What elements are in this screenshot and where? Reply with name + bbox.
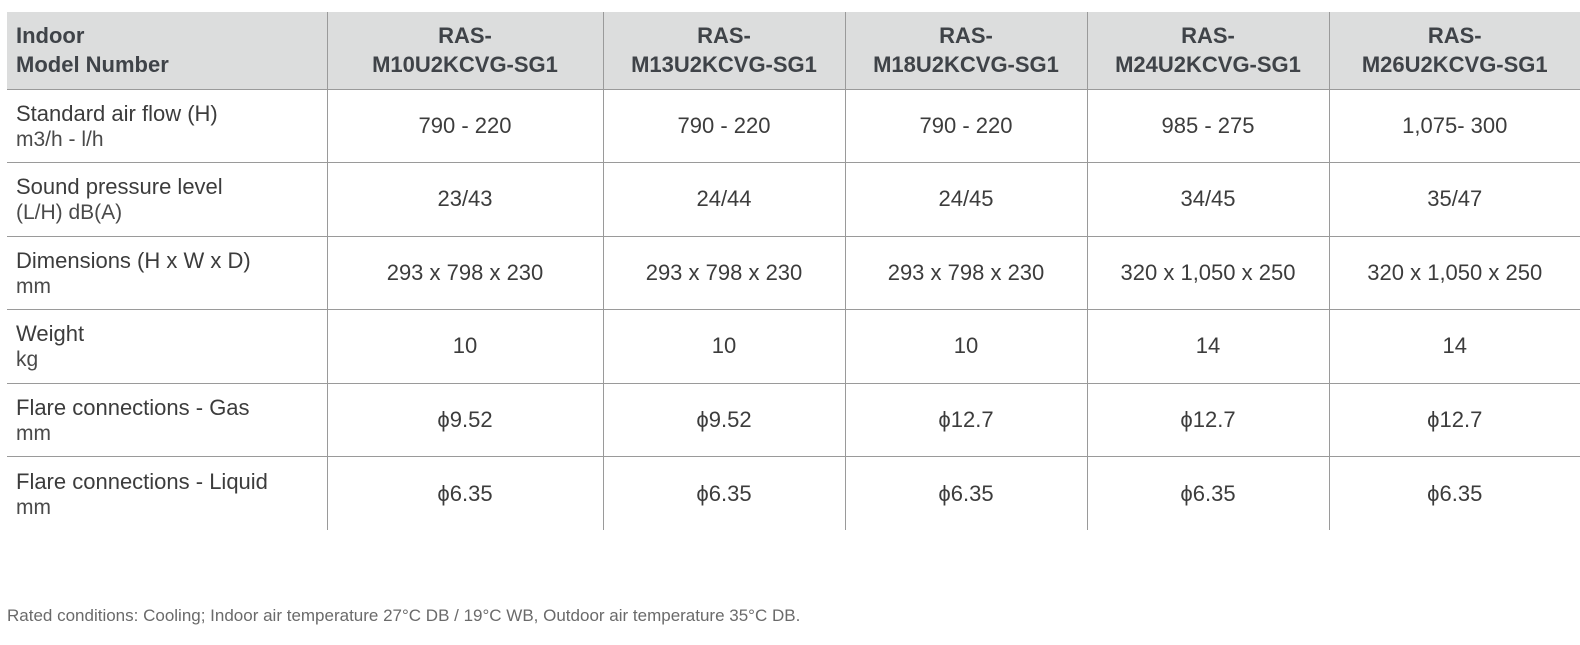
value-cell: ϕ9.52 — [602, 382, 845, 457]
value-cell: 24/45 — [844, 162, 1087, 236]
value-cell: 10 — [326, 309, 603, 383]
value-cell: 14 — [1328, 309, 1580, 383]
value-cell: 24/44 — [602, 162, 845, 236]
table-row-flare-gas: Flare connections - Gas mm ϕ9.52 ϕ9.52 ϕ… — [7, 382, 1580, 457]
value-cell: ϕ6.35 — [844, 456, 1087, 530]
value-cell: 34/45 — [1086, 162, 1329, 236]
value-cell: ϕ9.52 — [326, 382, 603, 457]
value-cell: 35/47 — [1328, 162, 1580, 236]
header-label-cell: Indoor Model Number — [7, 12, 327, 89]
model-code: M18U2KCVG-SG1 — [873, 52, 1059, 78]
table-row-sound-pressure: Sound pressure level (L/H) dB(A) 23/43 2… — [7, 162, 1580, 236]
model-prefix: RAS- — [1427, 23, 1482, 49]
model-code: M26U2KCVG-SG1 — [1361, 52, 1548, 78]
value-cell: ϕ12.7 — [1086, 382, 1329, 457]
value-cell: 320 x 1,050 x 250 — [1328, 235, 1580, 310]
value-cell: 1,075- 300 — [1328, 88, 1580, 163]
value-cell: 320 x 1,050 x 250 — [1086, 235, 1329, 310]
row-label: Dimensions (H x W x D) — [16, 247, 251, 273]
row-unit: mm — [16, 421, 51, 445]
row-label-cell: Dimensions (H x W x D) mm — [7, 235, 327, 310]
value-cell: 293 x 798 x 230 — [844, 235, 1087, 310]
model-code: M24U2KCVG-SG1 — [1115, 52, 1301, 78]
table-row-flare-liquid: Flare connections - Liquid mm ϕ6.35 ϕ6.3… — [7, 456, 1580, 530]
value-cell: 293 x 798 x 230 — [326, 235, 603, 310]
value-cell: ϕ6.35 — [1086, 456, 1329, 530]
row-unit: m3/h - l/h — [16, 127, 104, 151]
value-cell: ϕ6.35 — [326, 456, 603, 530]
spec-table-header: Indoor Model Number RAS- M10U2KCVG-SG1 R… — [7, 12, 1580, 89]
table-row-weight: Weight kg 10 10 10 14 14 — [7, 309, 1580, 383]
row-label: Weight — [16, 321, 85, 347]
model-code: M10U2KCVG-SG1 — [372, 52, 558, 78]
row-label: Standard air flow (H) — [16, 100, 218, 126]
table-row-dimensions: Dimensions (H x W x D) mm 293 x 798 x 23… — [7, 235, 1580, 310]
value-cell: ϕ12.7 — [844, 382, 1087, 457]
model-prefix: RAS- — [939, 23, 993, 49]
value-cell: 10 — [844, 309, 1087, 383]
header-row: Indoor Model Number RAS- M10U2KCVG-SG1 R… — [7, 12, 1580, 89]
model-header-3: RAS- M18U2KCVG-SG1 — [844, 12, 1087, 89]
value-cell: 23/43 — [326, 162, 603, 236]
rated-conditions-footnote: Rated conditions: Cooling; Indoor air te… — [7, 606, 801, 625]
table-row-air-flow: Standard air flow (H) m3/h - l/h 790 - 2… — [7, 88, 1580, 163]
model-header-2: RAS- M13U2KCVG-SG1 — [602, 12, 845, 89]
row-label: Flare connections - Gas — [16, 394, 250, 420]
spec-table-body: Standard air flow (H) m3/h - l/h 790 - 2… — [7, 88, 1580, 530]
model-prefix: RAS- — [697, 23, 751, 49]
row-unit: (L/H) dB(A) — [16, 201, 123, 225]
value-cell: 293 x 798 x 230 — [602, 235, 845, 310]
value-cell: 790 - 220 — [326, 88, 603, 163]
row-label-cell: Standard air flow (H) m3/h - l/h — [7, 88, 327, 163]
row-label-cell: Weight kg — [7, 309, 327, 383]
row-label-cell: Flare connections - Liquid mm — [7, 456, 327, 530]
model-header-4: RAS- M24U2KCVG-SG1 — [1086, 12, 1329, 89]
value-cell: ϕ12.7 — [1328, 382, 1580, 457]
value-cell: 985 - 275 — [1086, 88, 1329, 163]
model-header-5: RAS- M26U2KCVG-SG1 — [1328, 12, 1580, 89]
spec-table: Indoor Model Number RAS- M10U2KCVG-SG1 R… — [7, 12, 1580, 530]
header-label-line2: Model Number — [16, 52, 169, 78]
row-label-cell: Flare connections - Gas mm — [7, 382, 327, 457]
row-unit: mm — [16, 495, 51, 519]
header-label-line1: Indoor — [16, 23, 85, 49]
model-code: M13U2KCVG-SG1 — [631, 52, 817, 78]
value-cell: 14 — [1086, 309, 1329, 383]
row-label: Flare connections - Liquid — [16, 468, 268, 494]
value-cell: 790 - 220 — [844, 88, 1087, 163]
value-cell: 790 - 220 — [602, 88, 845, 163]
row-label-cell: Sound pressure level (L/H) dB(A) — [7, 162, 327, 236]
value-cell: ϕ6.35 — [1328, 456, 1580, 530]
row-unit: mm — [16, 274, 51, 298]
row-unit: kg — [16, 348, 39, 372]
value-cell: ϕ6.35 — [602, 456, 845, 530]
model-prefix: RAS- — [438, 23, 492, 49]
row-label: Sound pressure level — [16, 174, 223, 200]
model-header-1: RAS- M10U2KCVG-SG1 — [326, 12, 603, 89]
model-prefix: RAS- — [1181, 23, 1235, 49]
value-cell: 10 — [602, 309, 845, 383]
